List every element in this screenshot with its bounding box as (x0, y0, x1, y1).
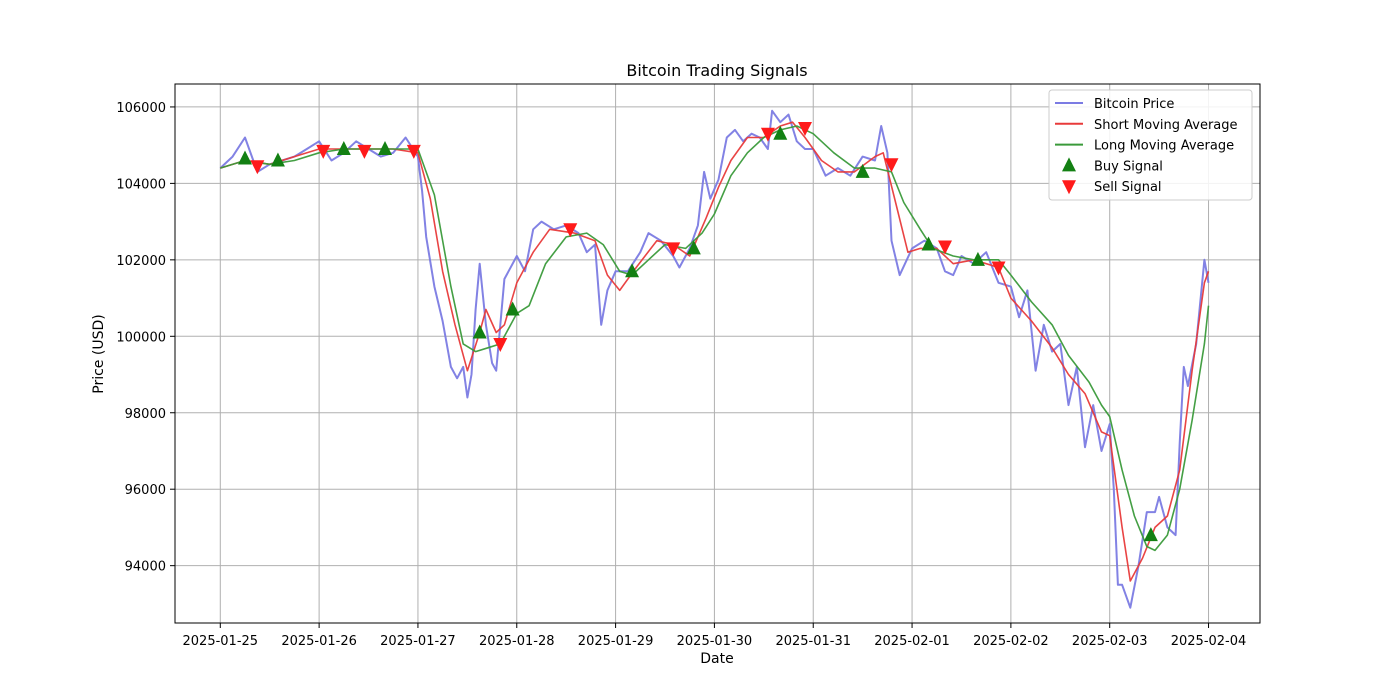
buy-signal-marker (855, 163, 870, 178)
buy-signal-marker (921, 236, 936, 251)
sell-signal-marker (938, 240, 952, 255)
buy-signal-marker (238, 150, 252, 165)
sell-signal-marker (316, 144, 331, 159)
x-tick-label: 2025-01-28 (479, 634, 555, 649)
y-tick-label: 102000 (116, 254, 166, 269)
y-tick-label: 100000 (116, 330, 166, 345)
signal-markers (238, 121, 1158, 542)
legend-swatch (1062, 180, 1076, 195)
buy-signal-marker (505, 301, 520, 316)
series-line-short-moving-average (220, 121, 1210, 582)
x-tick-label: 2025-01-27 (380, 634, 456, 649)
plot-frame (174, 83, 1261, 624)
legend-swatch (1062, 157, 1076, 172)
y-tick-label: 104000 (116, 177, 166, 192)
y-tick-label: 98000 (125, 407, 166, 422)
x-tick-label: 2025-02-03 (1072, 634, 1148, 649)
buy-signal-marker (773, 125, 788, 140)
buy-signal-marker (970, 251, 985, 266)
sell-signal-marker (798, 121, 812, 136)
buy-signal-marker (270, 152, 285, 167)
series-line-bitcoin-price (219, 109, 1210, 609)
y-axis: 94000 96000 98000 100000 102000 104000 106000 (116, 101, 175, 575)
legend-label: Short Moving Average (1094, 118, 1238, 133)
legend-label: Buy Signal (1094, 159, 1163, 174)
buy-signal-marker (336, 140, 351, 155)
legend-frame (1048, 89, 1253, 201)
buy-signal-marker (378, 140, 392, 155)
buy-signal-marker (1143, 527, 1158, 542)
sell-signal-marker (406, 144, 421, 159)
x-tick-label: 2025-01-31 (775, 634, 851, 649)
y-tick-label: 106000 (116, 101, 166, 116)
y-tick-label: 94000 (125, 560, 166, 575)
legend-label: Sell Signal (1094, 180, 1162, 195)
sell-signal-marker (493, 337, 508, 352)
sell-signal-marker (884, 158, 899, 173)
sell-signal-marker (250, 160, 265, 175)
x-tick-label: 2025-01-26 (281, 634, 357, 649)
y-axis-label: Price (USD) (91, 314, 107, 393)
x-tick-label: 2025-01-25 (183, 634, 259, 649)
x-tick-label: 2025-01-30 (677, 634, 753, 649)
x-tick-label: 2025-01-29 (578, 634, 654, 649)
sell-signal-marker (357, 144, 372, 159)
x-tick-label: 2025-02-04 (1171, 634, 1247, 649)
buy-signal-marker (625, 263, 640, 278)
y-tick-label: 96000 (125, 483, 166, 498)
series-line-long-moving-average (220, 125, 1210, 552)
x-tick-label: 2025-02-02 (973, 634, 1049, 649)
x-tick-label: 2025-02-01 (874, 634, 950, 649)
x-axis-label: Date (700, 651, 733, 667)
x-axis: 2025-01-25 2025-01-26 2025-01-27 2025-01-28… (183, 623, 1247, 649)
sell-signal-marker (991, 261, 1006, 276)
sell-signal-marker (760, 127, 775, 142)
buy-signal-marker (686, 240, 701, 255)
legend-label: Long Moving Average (1094, 139, 1234, 154)
sell-signal-marker (666, 242, 681, 257)
buy-signal-marker (472, 324, 487, 339)
series-lines (219, 109, 1210, 609)
sell-signal-marker (563, 223, 578, 238)
legend-label: Bitcoin Price (1094, 97, 1174, 112)
legend: Bitcoin Price Short Moving Average Long Mo… (1048, 89, 1253, 201)
chart-title: Bitcoin Trading Signals (626, 61, 807, 80)
